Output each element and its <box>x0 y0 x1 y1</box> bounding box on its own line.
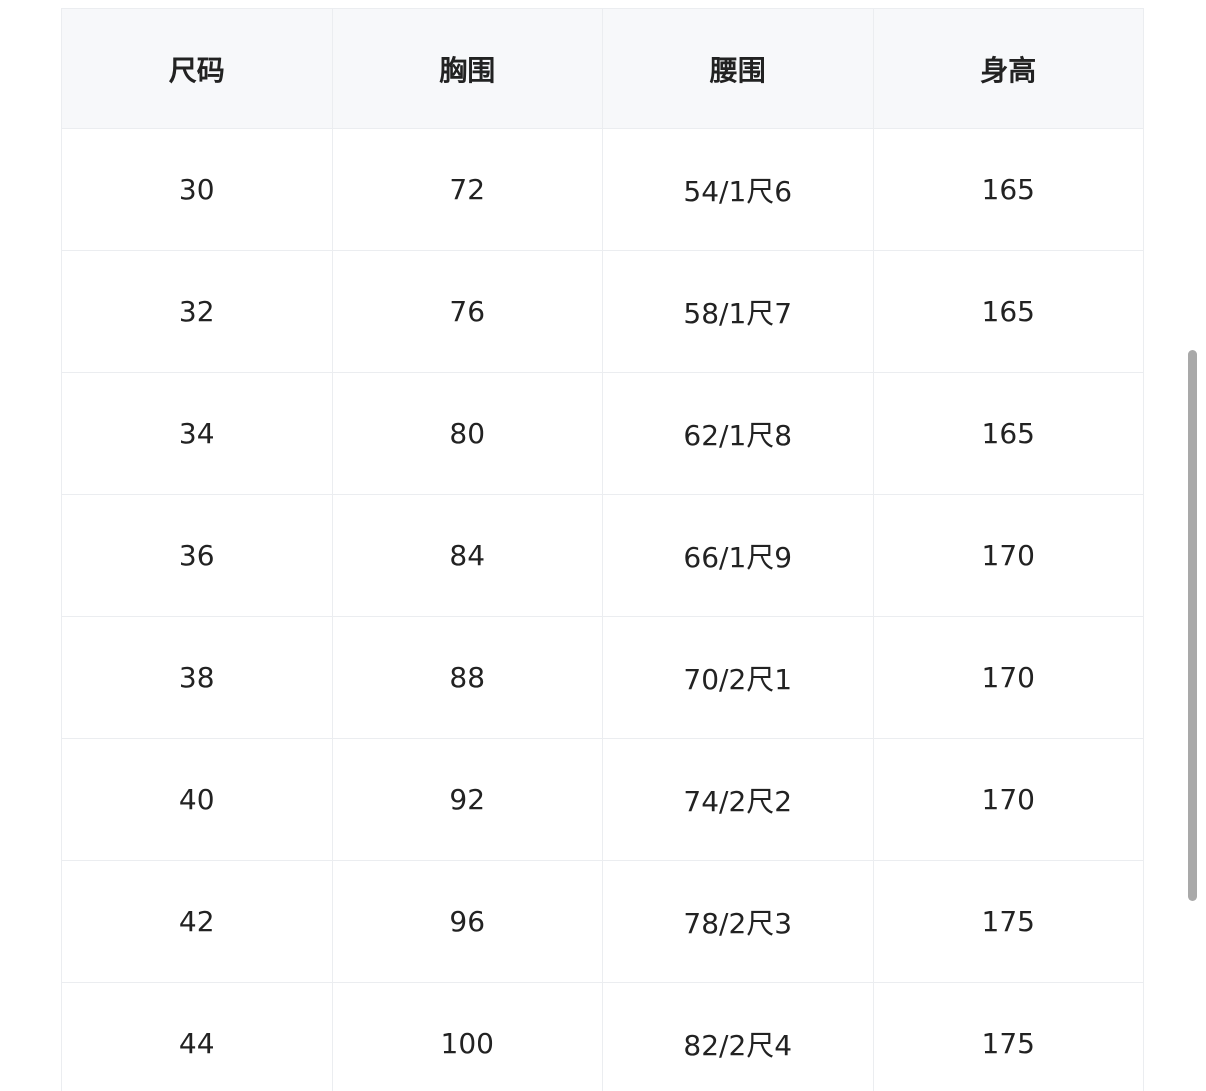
table-cell: 66/1尺9 <box>602 494 874 617</box>
table-cell: 54/1尺6 <box>602 128 874 251</box>
table-cell: 76 <box>331 250 603 373</box>
vertical-scrollbar[interactable] <box>1188 350 1197 901</box>
table-cell: 92 <box>331 738 603 861</box>
table-cell: 42 <box>61 860 333 983</box>
header-row: 尺码 胸围 腰围 身高 <box>61 8 1144 129</box>
table-cell: 170 <box>872 494 1144 617</box>
table-row: 44 100 82/2尺4 175 <box>61 982 1144 1091</box>
table-cell: 96 <box>331 860 603 983</box>
size-chart-table: 尺码 胸围 腰围 身高 30 72 54/1尺6 165 32 76 58/1尺7 165 34 80 6… <box>61 8 1144 1091</box>
table-cell: 82/2尺4 <box>602 982 874 1091</box>
table-cell: 32 <box>61 250 333 373</box>
table-cell: 175 <box>872 982 1144 1091</box>
table-cell: 84 <box>331 494 603 617</box>
table-cell: 72 <box>331 128 603 251</box>
table-cell: 100 <box>331 982 603 1091</box>
table-cell: 170 <box>872 738 1144 861</box>
table-cell: 36 <box>61 494 333 617</box>
table-cell: 44 <box>61 982 333 1091</box>
table-cell: 70/2尺1 <box>602 616 874 739</box>
column-header: 腰围 <box>602 8 874 129</box>
column-header: 胸围 <box>331 8 603 129</box>
table-cell: 58/1尺7 <box>602 250 874 373</box>
table-cell: 80 <box>331 372 603 495</box>
table-cell: 38 <box>61 616 333 739</box>
table-cell: 88 <box>331 616 603 739</box>
table-cell: 62/1尺8 <box>602 372 874 495</box>
table-cell: 165 <box>872 372 1144 495</box>
table-cell: 40 <box>61 738 333 861</box>
table-cell: 74/2尺2 <box>602 738 874 861</box>
table-cell: 34 <box>61 372 333 495</box>
table-row: 38 88 70/2尺1 170 <box>61 616 1144 739</box>
table-row: 40 92 74/2尺2 170 <box>61 738 1144 861</box>
table-row: 32 76 58/1尺7 165 <box>61 250 1144 373</box>
column-header: 身高 <box>872 8 1144 129</box>
table-row: 42 96 78/2尺3 175 <box>61 860 1144 983</box>
table-cell: 175 <box>872 860 1144 983</box>
table-row: 36 84 66/1尺9 170 <box>61 494 1144 617</box>
column-header: 尺码 <box>61 8 333 129</box>
table-cell: 165 <box>872 128 1144 251</box>
table-row: 34 80 62/1尺8 165 <box>61 372 1144 495</box>
table-row: 30 72 54/1尺6 165 <box>61 128 1144 251</box>
table-cell: 170 <box>872 616 1144 739</box>
table-cell: 30 <box>61 128 333 251</box>
table-cell: 165 <box>872 250 1144 373</box>
table-cell: 78/2尺3 <box>602 860 874 983</box>
